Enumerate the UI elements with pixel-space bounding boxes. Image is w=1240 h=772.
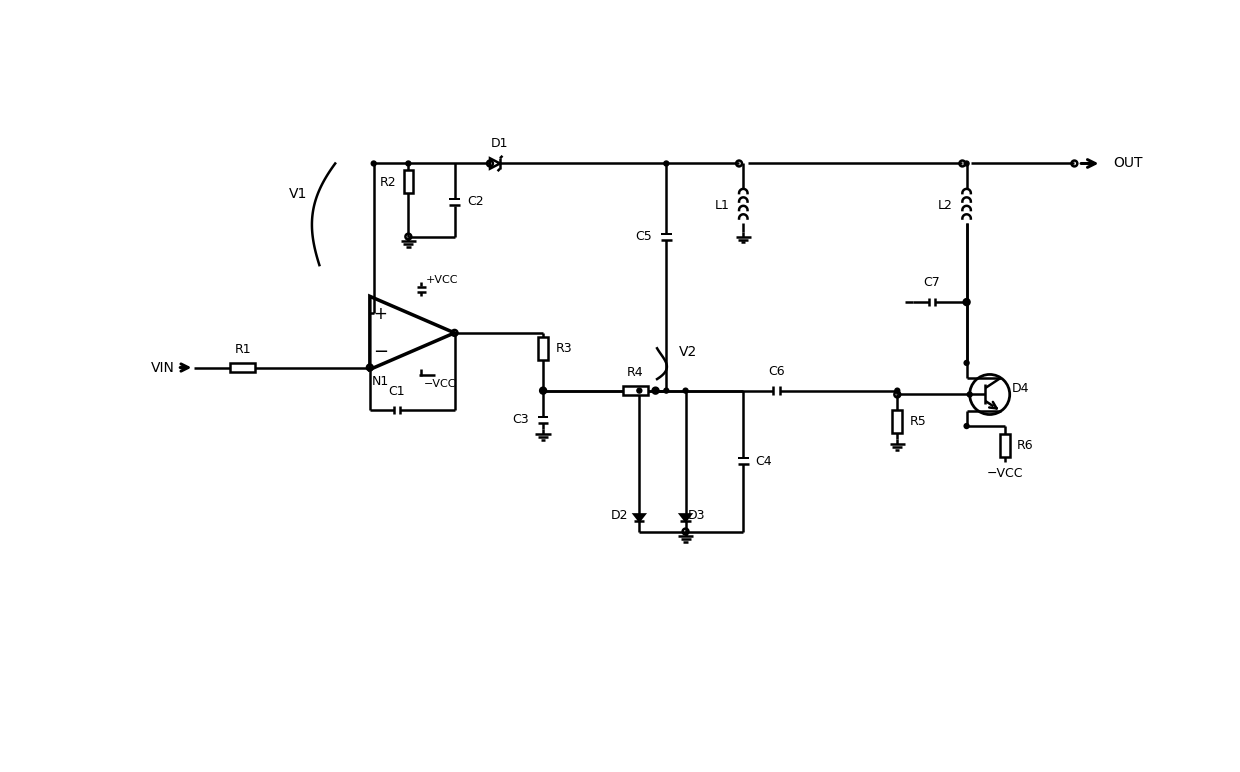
Bar	[538, 416, 548, 418]
Text: −VCC: −VCC	[987, 467, 1023, 480]
Bar	[624, 386, 647, 395]
Bar	[893, 410, 903, 433]
Text: D4: D4	[1012, 382, 1029, 394]
Text: L1: L1	[714, 199, 729, 212]
Bar	[449, 198, 460, 200]
Text: R6: R6	[1017, 438, 1033, 452]
Bar	[738, 457, 749, 459]
Circle shape	[965, 300, 970, 304]
Bar	[403, 170, 413, 193]
Text: V1: V1	[289, 188, 308, 201]
Circle shape	[637, 388, 642, 393]
Text: R4: R4	[627, 366, 644, 379]
Text: C5: C5	[636, 230, 652, 243]
Text: C2: C2	[467, 195, 484, 208]
Text: C3: C3	[512, 413, 529, 426]
Bar	[538, 337, 548, 360]
Text: +VCC: +VCC	[425, 275, 458, 285]
Text: L2: L2	[937, 199, 952, 212]
Circle shape	[967, 392, 972, 397]
Text: V2: V2	[678, 345, 697, 359]
Polygon shape	[681, 514, 691, 521]
Bar	[1001, 434, 1009, 457]
Text: −: −	[373, 343, 388, 361]
Text: −VCC: −VCC	[424, 380, 456, 389]
Circle shape	[965, 161, 970, 166]
Circle shape	[405, 161, 410, 166]
Circle shape	[663, 161, 668, 166]
Bar	[661, 233, 672, 235]
Text: C1: C1	[388, 385, 405, 398]
Text: C7: C7	[924, 276, 940, 289]
Circle shape	[965, 424, 970, 428]
Circle shape	[371, 161, 376, 166]
Circle shape	[541, 388, 546, 393]
Polygon shape	[634, 514, 645, 521]
Circle shape	[663, 388, 668, 393]
Text: D1: D1	[491, 137, 508, 150]
Circle shape	[683, 388, 688, 393]
Text: R1: R1	[234, 343, 252, 356]
Text: D3: D3	[688, 509, 706, 522]
Text: N1: N1	[372, 375, 389, 388]
Text: R2: R2	[379, 176, 396, 189]
Text: +: +	[373, 305, 388, 323]
Bar	[231, 363, 255, 372]
Text: D2: D2	[610, 509, 627, 522]
Circle shape	[653, 388, 658, 393]
Circle shape	[895, 388, 900, 393]
Text: R5: R5	[910, 415, 926, 428]
Text: VIN: VIN	[151, 361, 175, 374]
Text: C4: C4	[755, 455, 773, 468]
Text: C6: C6	[768, 365, 785, 378]
Circle shape	[965, 361, 970, 365]
Text: R3: R3	[556, 342, 572, 355]
Text: OUT: OUT	[1112, 157, 1142, 171]
